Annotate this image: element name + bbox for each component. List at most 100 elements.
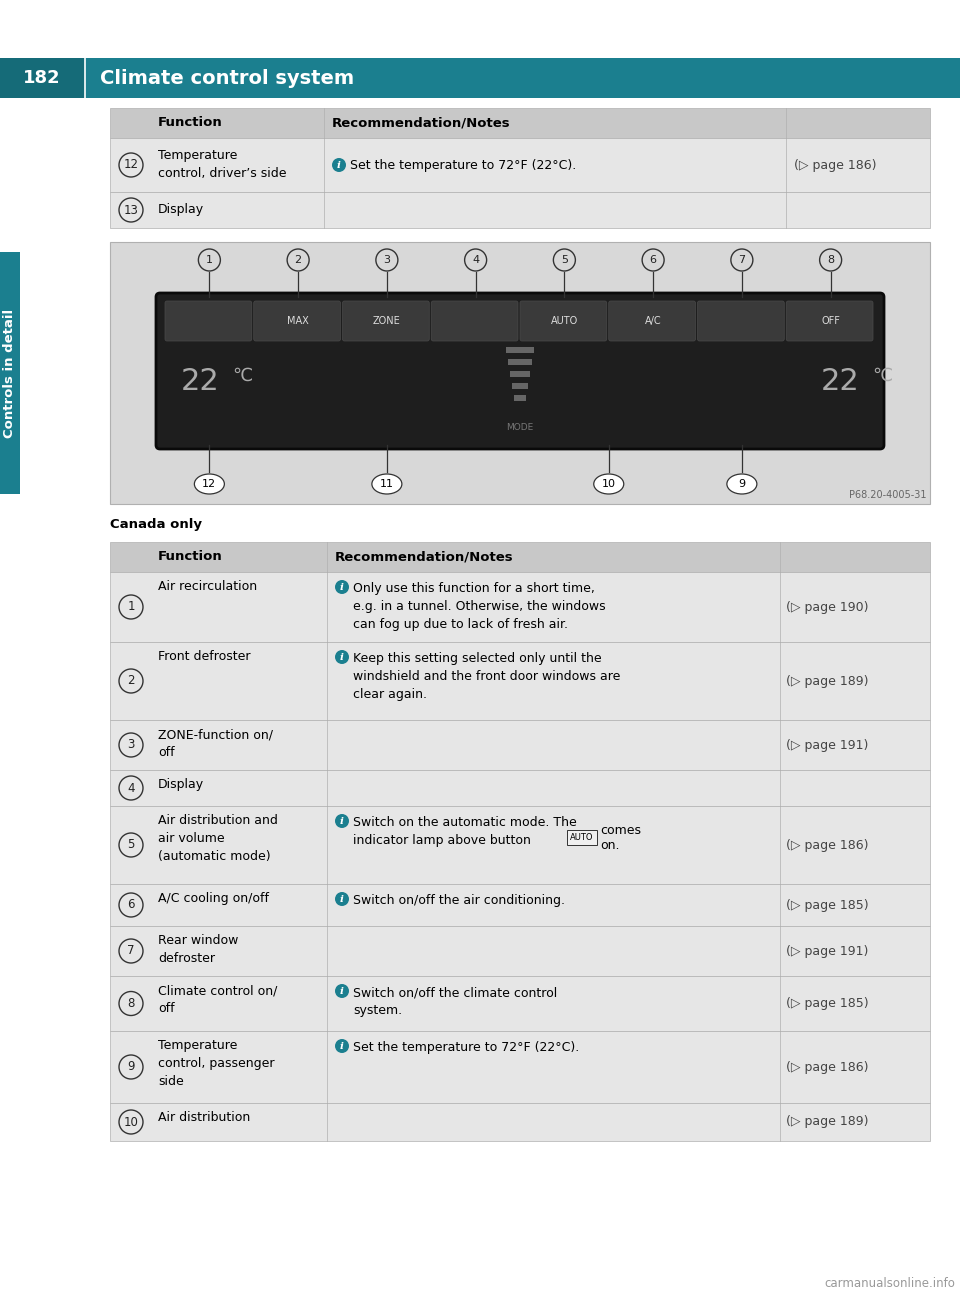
FancyBboxPatch shape bbox=[110, 976, 930, 1031]
Text: AUTO: AUTO bbox=[570, 833, 593, 842]
Text: 4: 4 bbox=[472, 255, 479, 266]
Circle shape bbox=[335, 579, 349, 594]
Text: 3: 3 bbox=[383, 255, 391, 266]
Text: Display: Display bbox=[158, 779, 204, 792]
Text: 10: 10 bbox=[602, 479, 615, 490]
Text: ℃: ℃ bbox=[872, 367, 892, 385]
Text: i: i bbox=[337, 161, 341, 171]
FancyBboxPatch shape bbox=[156, 293, 884, 449]
Text: 8: 8 bbox=[128, 997, 134, 1010]
Text: 5: 5 bbox=[128, 838, 134, 852]
Text: Rear window
defroster: Rear window defroster bbox=[158, 934, 238, 965]
Circle shape bbox=[335, 984, 349, 999]
Circle shape bbox=[335, 892, 349, 906]
FancyBboxPatch shape bbox=[512, 383, 528, 389]
FancyBboxPatch shape bbox=[110, 720, 930, 769]
Text: 13: 13 bbox=[124, 203, 138, 216]
FancyBboxPatch shape bbox=[514, 395, 526, 401]
Text: 7: 7 bbox=[738, 255, 745, 266]
Text: carmanualsonline.info: carmanualsonline.info bbox=[824, 1277, 955, 1290]
FancyBboxPatch shape bbox=[110, 242, 930, 504]
Text: 6: 6 bbox=[128, 898, 134, 911]
Text: 4: 4 bbox=[128, 781, 134, 794]
Text: Canada only: Canada only bbox=[110, 518, 202, 531]
Text: 9: 9 bbox=[128, 1061, 134, 1074]
Text: Set the temperature to 72°F (22°C).: Set the temperature to 72°F (22°C). bbox=[353, 1042, 579, 1055]
Text: 3: 3 bbox=[128, 738, 134, 751]
Text: OFF: OFF bbox=[821, 316, 840, 326]
FancyBboxPatch shape bbox=[110, 642, 930, 720]
Circle shape bbox=[332, 158, 346, 172]
Text: i: i bbox=[340, 1042, 344, 1051]
Text: Keep this setting selected only until the
windshield and the front door windows : Keep this setting selected only until th… bbox=[353, 652, 620, 700]
Text: (▷ page 190): (▷ page 190) bbox=[786, 600, 869, 613]
Text: A/C: A/C bbox=[645, 316, 661, 326]
Text: i: i bbox=[340, 894, 344, 904]
Text: 11: 11 bbox=[380, 479, 394, 490]
FancyBboxPatch shape bbox=[609, 301, 695, 341]
Text: Air distribution and
air volume
(automatic mode): Air distribution and air volume (automat… bbox=[158, 814, 277, 863]
FancyBboxPatch shape bbox=[0, 253, 20, 493]
Text: (▷ page 189): (▷ page 189) bbox=[786, 674, 869, 687]
Text: MODE: MODE bbox=[506, 423, 534, 431]
Ellipse shape bbox=[727, 474, 756, 493]
Text: 12: 12 bbox=[203, 479, 216, 490]
Text: Air recirculation: Air recirculation bbox=[158, 579, 257, 592]
FancyBboxPatch shape bbox=[698, 301, 784, 341]
FancyBboxPatch shape bbox=[786, 301, 873, 341]
Text: (▷ page 185): (▷ page 185) bbox=[786, 898, 869, 911]
FancyBboxPatch shape bbox=[110, 926, 930, 976]
Text: Controls in detail: Controls in detail bbox=[4, 309, 16, 437]
Text: 22: 22 bbox=[180, 367, 220, 397]
Circle shape bbox=[335, 1039, 349, 1053]
Text: 8: 8 bbox=[828, 255, 834, 266]
Text: i: i bbox=[340, 583, 344, 592]
Text: 22: 22 bbox=[821, 367, 859, 397]
FancyBboxPatch shape bbox=[508, 359, 532, 365]
Text: 7: 7 bbox=[128, 944, 134, 957]
Text: Function: Function bbox=[158, 551, 223, 564]
FancyBboxPatch shape bbox=[110, 769, 930, 806]
FancyBboxPatch shape bbox=[110, 1031, 930, 1103]
Text: (▷ page 191): (▷ page 191) bbox=[786, 944, 869, 957]
Text: (▷ page 186): (▷ page 186) bbox=[786, 1061, 869, 1074]
FancyBboxPatch shape bbox=[110, 806, 930, 884]
FancyBboxPatch shape bbox=[0, 59, 85, 98]
Text: 2: 2 bbox=[295, 255, 301, 266]
Text: 6: 6 bbox=[650, 255, 657, 266]
Text: ℃: ℃ bbox=[232, 367, 252, 385]
Text: Function: Function bbox=[158, 116, 223, 129]
Text: 9: 9 bbox=[738, 479, 745, 490]
FancyBboxPatch shape bbox=[165, 301, 252, 341]
Text: 182: 182 bbox=[23, 69, 60, 87]
Text: 5: 5 bbox=[561, 255, 568, 266]
Text: i: i bbox=[340, 987, 344, 996]
Ellipse shape bbox=[593, 474, 624, 493]
Text: ZONE-function on/
off: ZONE-function on/ off bbox=[158, 728, 273, 759]
FancyBboxPatch shape bbox=[110, 138, 930, 191]
Text: Display: Display bbox=[158, 203, 204, 216]
Text: P68.20-4005-31: P68.20-4005-31 bbox=[849, 490, 926, 500]
Text: Set the temperature to 72°F (22°C).: Set the temperature to 72°F (22°C). bbox=[350, 159, 576, 172]
Text: Switch on the automatic mode. The
indicator lamp above button: Switch on the automatic mode. The indica… bbox=[353, 816, 577, 848]
Text: A/C cooling on/off: A/C cooling on/off bbox=[158, 892, 269, 905]
FancyBboxPatch shape bbox=[0, 59, 960, 98]
Text: Switch on/off the climate control
system.: Switch on/off the climate control system… bbox=[353, 986, 557, 1017]
Text: i: i bbox=[340, 654, 344, 661]
FancyBboxPatch shape bbox=[506, 348, 534, 353]
Circle shape bbox=[335, 650, 349, 664]
FancyBboxPatch shape bbox=[110, 191, 930, 228]
FancyBboxPatch shape bbox=[110, 1103, 930, 1141]
Text: Recommendation/Notes: Recommendation/Notes bbox=[335, 551, 514, 564]
Text: Switch on/off the air conditioning.: Switch on/off the air conditioning. bbox=[353, 894, 565, 907]
Text: (▷ page 189): (▷ page 189) bbox=[786, 1116, 869, 1129]
Circle shape bbox=[335, 814, 349, 828]
Text: ZONE: ZONE bbox=[373, 316, 400, 326]
Text: (▷ page 185): (▷ page 185) bbox=[786, 997, 869, 1010]
FancyBboxPatch shape bbox=[510, 371, 530, 378]
Text: 12: 12 bbox=[124, 159, 138, 172]
Ellipse shape bbox=[372, 474, 402, 493]
Text: 1: 1 bbox=[128, 600, 134, 613]
FancyBboxPatch shape bbox=[343, 301, 429, 341]
FancyBboxPatch shape bbox=[431, 301, 518, 341]
